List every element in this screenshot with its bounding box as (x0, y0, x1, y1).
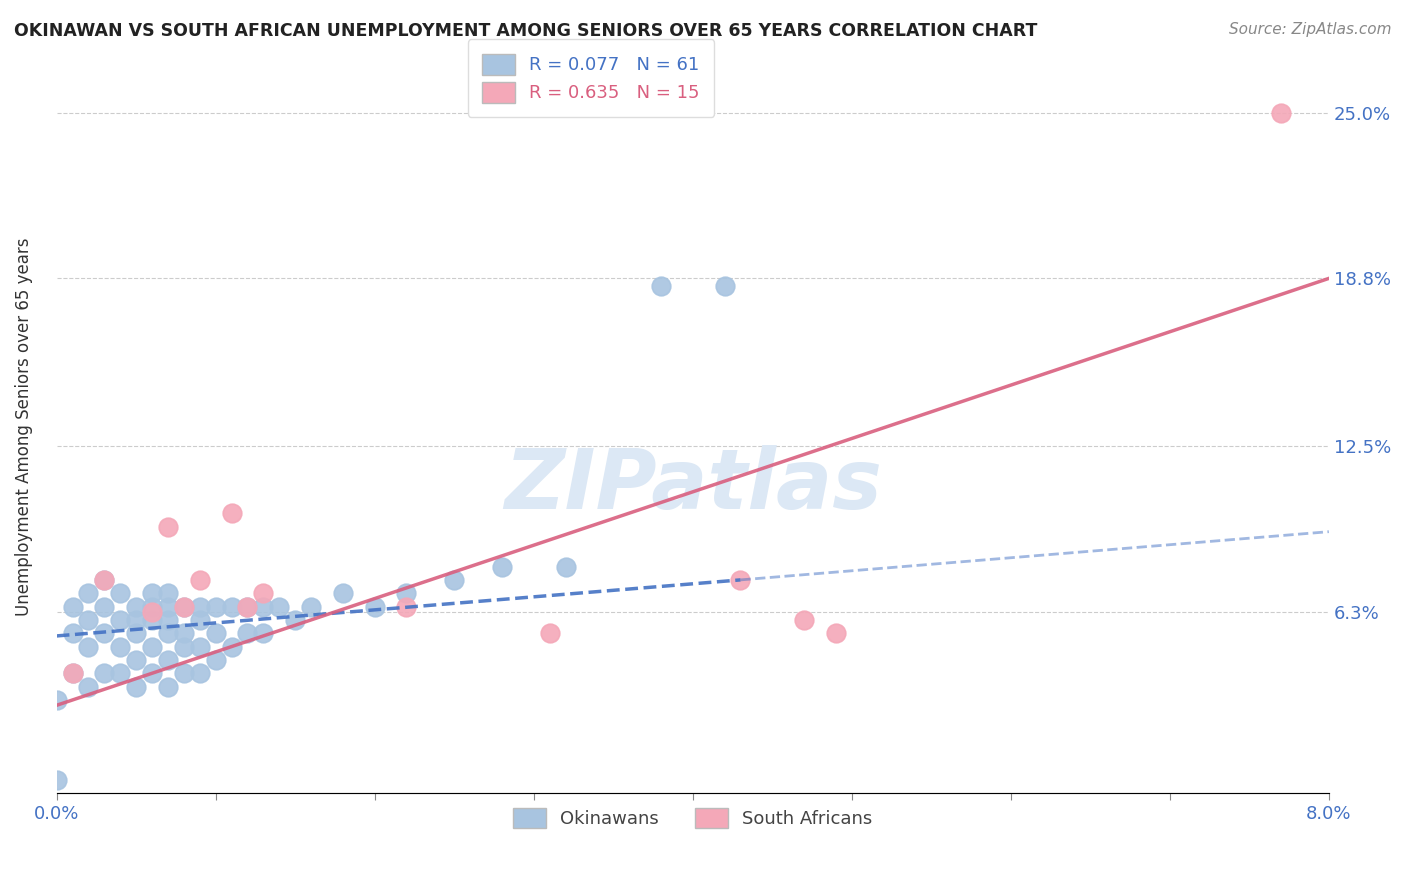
Point (650, 279, 672, 293)
Point (110, 640, 132, 654)
Point (252, 586, 274, 600)
Point (252, 626, 274, 640)
Point (141, 586, 163, 600)
Text: ZIPatlas: ZIPatlas (503, 445, 882, 525)
Point (156, 680, 179, 694)
Point (156, 599, 179, 614)
Point (77, 613, 100, 627)
Point (156, 626, 179, 640)
Point (491, 559, 513, 574)
Point (730, 573, 752, 587)
Point (554, 559, 576, 574)
Point (236, 599, 259, 614)
Point (125, 599, 148, 614)
Point (825, 626, 848, 640)
Point (1270, 106, 1292, 120)
Point (173, 626, 195, 640)
Point (221, 599, 243, 614)
Point (188, 666, 211, 681)
Point (173, 640, 195, 654)
Point (236, 599, 259, 614)
Point (141, 666, 163, 681)
Point (299, 599, 322, 614)
Point (221, 640, 243, 654)
Point (156, 613, 179, 627)
Point (395, 586, 418, 600)
Point (45, 772, 67, 787)
Point (188, 599, 211, 614)
Point (141, 605, 163, 619)
Point (395, 599, 418, 614)
Point (93, 626, 115, 640)
Point (125, 680, 148, 694)
Point (62, 666, 84, 681)
Legend: Okinawans, South Africans: Okinawans, South Africans (506, 800, 880, 836)
Point (125, 653, 148, 667)
Point (125, 626, 148, 640)
Point (93, 573, 115, 587)
Point (93, 666, 115, 681)
Point (141, 613, 163, 627)
Point (110, 586, 132, 600)
Point (538, 626, 561, 640)
Point (204, 599, 226, 614)
Point (221, 506, 243, 520)
Point (173, 666, 195, 681)
Point (713, 279, 735, 293)
Point (62, 599, 84, 614)
Point (443, 573, 465, 587)
Point (284, 613, 307, 627)
Point (110, 613, 132, 627)
Point (363, 599, 385, 614)
Point (204, 653, 226, 667)
Point (188, 573, 211, 587)
Point (173, 599, 195, 614)
Point (156, 586, 179, 600)
Point (204, 626, 226, 640)
Point (236, 626, 259, 640)
Point (188, 613, 211, 627)
Text: OKINAWAN VS SOUTH AFRICAN UNEMPLOYMENT AMONG SENIORS OVER 65 YEARS CORRELATION C: OKINAWAN VS SOUTH AFRICAN UNEMPLOYMENT A… (14, 22, 1038, 40)
Point (269, 599, 291, 614)
Point (62, 626, 84, 640)
Point (173, 599, 195, 614)
Point (77, 586, 100, 600)
Point (77, 680, 100, 694)
Point (252, 599, 274, 614)
Point (62, 666, 84, 681)
Point (156, 653, 179, 667)
Y-axis label: Unemployment Among Seniors over 65 years: Unemployment Among Seniors over 65 years (15, 237, 32, 615)
Point (156, 519, 179, 533)
Point (45, 693, 67, 707)
Point (110, 666, 132, 681)
Text: Source: ZipAtlas.com: Source: ZipAtlas.com (1229, 22, 1392, 37)
Point (93, 599, 115, 614)
Point (141, 640, 163, 654)
Point (93, 573, 115, 587)
Point (141, 599, 163, 614)
Point (77, 640, 100, 654)
Point (793, 613, 815, 627)
Point (188, 640, 211, 654)
Point (125, 613, 148, 627)
Point (332, 586, 354, 600)
